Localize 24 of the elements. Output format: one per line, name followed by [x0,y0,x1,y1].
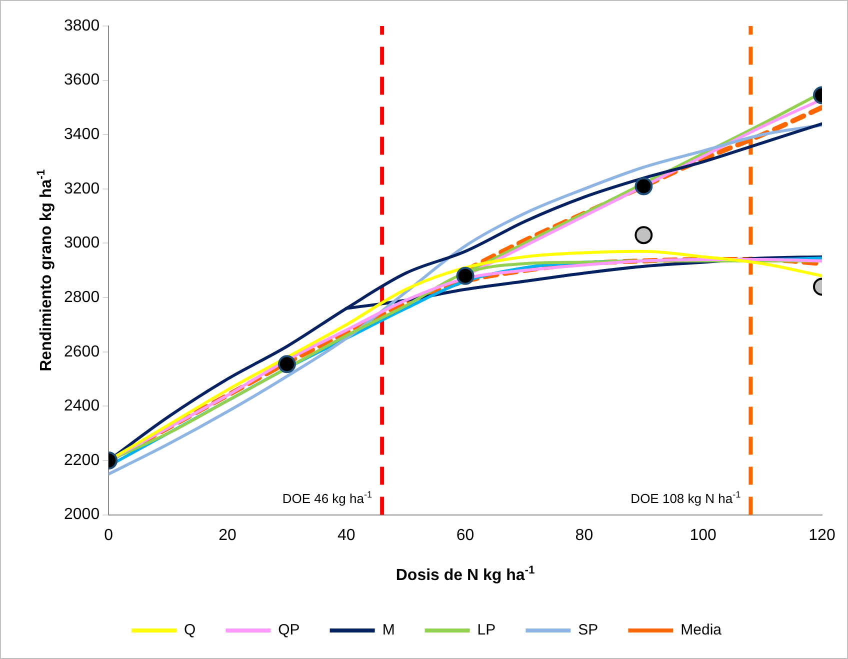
y-axis-title: Rendimiento grano kg ha-1 [36,169,55,372]
legend-label: Q [184,622,196,639]
x-tick-label: 20 [218,526,236,544]
y-tick-label: 2800 [64,288,100,306]
y-tick-label: 3600 [64,72,100,89]
y-tick-label: 2600 [64,343,100,360]
legend-label: SP [578,622,598,639]
y-tick-label: 3000 [64,234,100,252]
x-tick-label: 100 [690,526,717,544]
legend-label: M [382,622,395,639]
y-tick-label: 3200 [64,180,100,198]
y-tick-label: 2200 [64,452,100,469]
x-tick-label: 0 [104,526,114,544]
legend-label: QP [278,622,300,639]
y-tick-label: 3400 [64,126,100,144]
legend-label: Media [680,622,722,639]
x-tick-label: 120 [808,526,836,544]
x-tick-label: 40 [337,526,356,544]
y-tick-label: 2400 [64,398,100,415]
x-tick-label: 80 [575,526,594,544]
y-tick-label: 3800 [64,17,100,34]
y-tick-label: 2000 [64,506,100,524]
x-tick-label: 60 [456,526,474,544]
legend-label: LP [477,622,496,639]
